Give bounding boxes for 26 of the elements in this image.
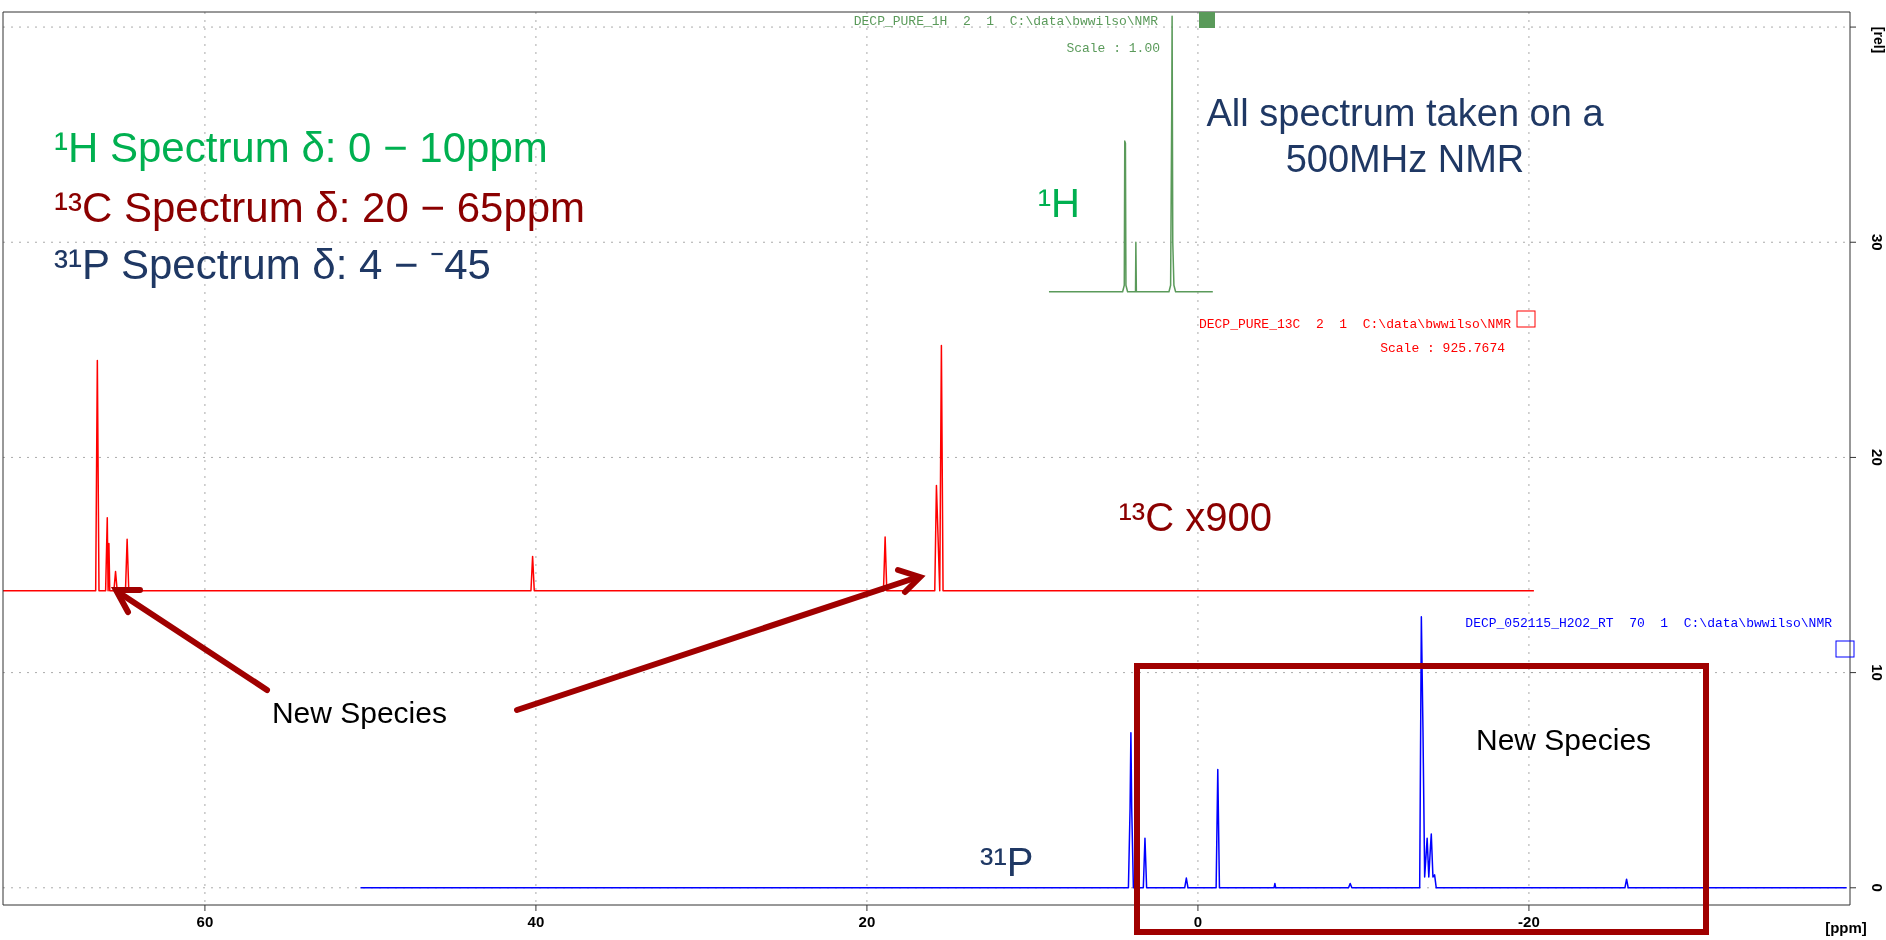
annotation: New Species — [271, 695, 447, 729]
y-tick-label: 0 — [1869, 883, 1886, 892]
x-tick-label: -20 — [1518, 913, 1540, 930]
series-label: ¹³C x900 — [1118, 494, 1272, 539]
x-tick-label: 40 — [527, 913, 545, 930]
x-axis-title: [ppm] — [1825, 919, 1867, 936]
annotation: ¹H Spectrum δ: 0 − 10ppm — [54, 124, 548, 171]
y-tick-label: 30 — [1869, 233, 1886, 251]
annotation: Scale : 1.00 — [1066, 41, 1160, 56]
x-tick-label: 0 — [1193, 913, 1203, 930]
annotation: DECP_PURE_1H 2 1 C:\data\bwwilso\NMR — [853, 14, 1159, 29]
annotation: New Species — [1476, 723, 1652, 756]
series-label: ¹H — [1037, 180, 1080, 225]
annotation: DECP_052115_H2O2_RT 70 1 C:\data\bwwilso\NMR — [1465, 616, 1833, 631]
annotation: DECP_PURE_13C 2 1 C:\data\bwwilso\NMR — [1198, 317, 1512, 332]
line-series — [3, 344, 1535, 592]
annotation: ¹³C Spectrum δ: 20 − 65ppm — [54, 184, 586, 231]
y-tick-label: 10 — [1869, 664, 1886, 681]
annotation: Scale : 925.7674 — [1380, 341, 1506, 356]
annotation: ³¹P Spectrum δ: 4 − ⁻45 — [54, 241, 491, 288]
annotation: All spectrum taken on a 500MHz NMR — [1205, 91, 1605, 182]
y-axis-title: [rel] — [1871, 26, 1886, 54]
x-tick-label: 60 — [196, 913, 214, 930]
series-label: ³¹P — [980, 839, 1034, 884]
x-tick-label: 20 — [858, 913, 876, 930]
y-tick-label: 20 — [1869, 449, 1886, 466]
